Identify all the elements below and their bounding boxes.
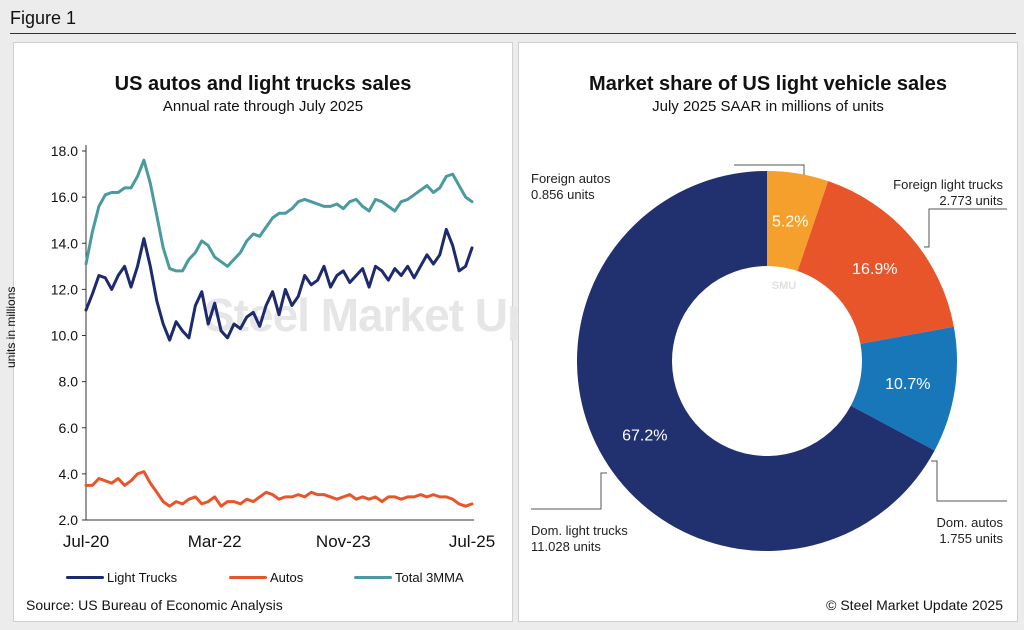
y-tick-label: 2.0 [59,512,79,528]
legend-item-autos: Autos [229,570,303,585]
slice-dom-light-trucks [577,171,935,551]
watermark-badge: SMU [772,280,797,292]
y-tick-label: 14.0 [51,235,78,251]
figure-divider [10,33,1016,34]
slice-label-foreign-light-trucks: 16.9% [852,261,897,278]
callout-value-dom-light-trucks: 11.028 units [531,539,601,554]
x-tick-label: Jul-25 [449,532,495,551]
y-tick-label: 16.0 [51,189,78,205]
legend-label-total-3mma: Total 3MMA [395,570,464,585]
legend-item-total-3mma: Total 3MMA [354,570,464,585]
leader-line-foreign-light-trucks [924,208,1007,248]
callout-name-dom-light-trucks: Dom. light trucks [531,523,628,538]
x-tick-label: Mar-22 [188,532,242,551]
callout-value-foreign-light-trucks: 2.773 units [939,193,1003,208]
leader-line-foreign-autos [734,164,805,175]
y-tick-label: 10.0 [51,328,78,344]
donut-chart: 5.2% 16.9% 10.7% 67.2% SMU [531,164,1007,551]
legend-swatch-autos [229,576,267,579]
figure-label: Figure 1 [10,8,77,28]
callout-name-foreign-light-trucks: Foreign light trucks [893,177,1003,192]
y-tick-label: 8.0 [59,374,79,390]
callout-foreign-autos: Foreign autos 0.856 units [531,171,611,203]
donut-chart-panel: Market share of US light vehicle sales J… [518,42,1018,622]
y-tick-label: 18.0 [51,143,78,159]
callout-dom-light-trucks: Dom. light trucks 11.028 units [531,523,628,555]
y-tick-label: 6.0 [59,420,79,436]
x-tick-label: Jul-20 [63,532,109,551]
leader-line-dom-autos [931,460,1007,502]
slice-foreign-autos [767,171,829,272]
legend-label-autos: Autos [270,570,304,585]
slice-label-dom-autos: 10.7% [885,376,930,393]
legend-swatch-total-3mma [354,576,392,579]
line-chart-subtitle: Annual rate through July 2025 [162,98,364,115]
callout-dom-autos: Dom. autos 1.755 units [937,515,1003,547]
callout-name-dom-autos: Dom. autos [936,515,1003,530]
copyright-note: © Steel Market Update 2025 [826,597,1003,613]
line-chart: 2.0 4.0 6.0 8.0 10.0 12.0 14.0 16.0 18.0 Jul-20 Ma… [51,143,495,551]
slice-label-foreign-autos: 5.2% [772,213,808,230]
legend-label-light-trucks: Light Trucks [107,570,178,585]
leader-line-dom-light-trucks [531,472,607,510]
y-tick-label: 12.0 [51,281,78,297]
legend-item-light-trucks: Light Trucks [66,570,177,585]
y-tick-label: 4.0 [59,466,79,482]
slice-label-dom-light-trucks: 67.2% [622,427,667,444]
line-chart-title: US autos and light trucks sales [114,73,412,95]
x-tick-label: Nov-23 [316,532,371,551]
series-line-total-3mma [84,158,474,273]
donut-chart-subtitle: July 2025 SAAR in millions of units [652,98,884,115]
series-line-light-trucks [84,227,474,342]
callout-name-foreign-autos: Foreign autos [531,171,611,186]
series-line-autos [84,470,474,508]
slice-foreign-light-trucks [797,181,954,344]
slice-dom-autos [850,326,957,451]
donut-chart-title: Market share of US light vehicle sales [589,73,947,95]
line-chart-panel: Steel Market Update US autos and light t… [4,42,626,622]
source-note: Source: US Bureau of Economic Analysis [26,597,283,613]
callout-value-foreign-autos: 0.856 units [531,187,595,202]
callout-foreign-light-trucks: Foreign light trucks 2.773 units [893,177,1003,209]
callout-value-dom-autos: 1.755 units [939,531,1003,546]
legend-swatch-light-trucks [66,576,104,579]
